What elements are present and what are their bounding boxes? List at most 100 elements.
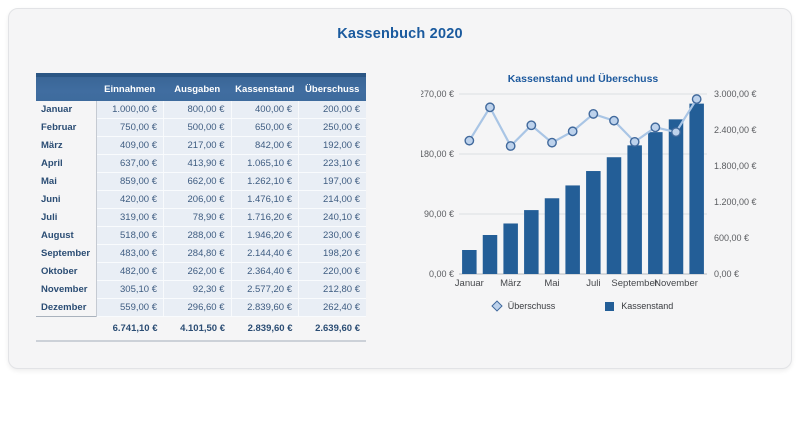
value-cell[interactable]: 500,00 € xyxy=(163,118,231,137)
value-cell[interactable]: 262,00 € xyxy=(163,262,231,281)
total-cell[interactable]: 4.101,50 € xyxy=(163,316,231,342)
value-cell[interactable]: 1.946,20 € xyxy=(230,226,299,245)
x-tick-label: Mai xyxy=(544,278,559,289)
month-cell[interactable]: Juni xyxy=(36,190,97,209)
value-cell[interactable]: 212,80 € xyxy=(298,280,366,299)
value-cell[interactable]: 483,00 € xyxy=(95,244,164,263)
value-cell[interactable]: 296,60 € xyxy=(163,298,231,317)
line-marker xyxy=(671,127,681,138)
month-cell[interactable]: April xyxy=(36,154,97,173)
right-axis-label: 600,00 € xyxy=(714,233,749,243)
total-cell[interactable]: 2.839,60 € xyxy=(231,316,299,342)
value-cell[interactable]: 800,00 € xyxy=(163,101,231,119)
value-cell[interactable]: 223,10 € xyxy=(298,154,366,173)
line-marker xyxy=(547,137,557,148)
month-cell[interactable]: September xyxy=(36,244,97,263)
value-cell[interactable]: 217,00 € xyxy=(163,136,231,155)
square-marker-icon xyxy=(605,301,615,311)
month-cell[interactable]: Februar xyxy=(36,118,97,137)
table-header: Einnahmen Ausgaben Kassenstand Überschuss xyxy=(36,73,366,101)
kassenstand-bar xyxy=(586,171,601,274)
line-marker xyxy=(691,94,702,104)
kassenstand-bar xyxy=(524,210,539,274)
value-cell[interactable]: 2.364,40 € xyxy=(230,262,299,281)
column-header[interactable]: Einnahmen xyxy=(96,73,164,101)
month-cell[interactable]: Mai xyxy=(36,172,97,191)
kassenstand-bar xyxy=(606,157,622,274)
column-header[interactable]: Ausgaben xyxy=(163,73,231,101)
value-cell[interactable]: 1.476,10 € xyxy=(230,190,299,209)
chart-title: Kassenstand und Überschuss xyxy=(508,72,659,85)
value-cell[interactable]: 420,00 € xyxy=(95,190,164,209)
value-cell[interactable]: 1.065,10 € xyxy=(230,154,299,173)
value-cell[interactable]: 206,00 € xyxy=(163,190,231,209)
line-marker xyxy=(567,126,578,137)
value-cell[interactable]: 662,00 € xyxy=(163,172,231,191)
value-cell[interactable]: 198,20 € xyxy=(298,244,366,263)
legend-item-ueberschuss[interactable]: Überschuss xyxy=(491,300,555,312)
combo-chart[interactable]: Kassenstand und Überschuss 0,00 € 90,00 € 1… xyxy=(421,61,791,331)
x-tick-label: September xyxy=(611,278,657,289)
line-marker xyxy=(505,141,516,151)
value-cell[interactable]: 2.577,20 € xyxy=(230,280,299,299)
table-row: Mai 859,00 €662,00 €1.262,10 €197,00 € xyxy=(36,172,366,191)
total-cell[interactable]: 6.741,10 € xyxy=(96,316,164,342)
header-row: Einnahmen Ausgaben Kassenstand Überschuss xyxy=(36,73,366,101)
table-row: Oktober 482,00 €262,00 €2.364,40 €220,00 … xyxy=(36,262,366,281)
legend-item-kassenstand[interactable]: Kassenstand xyxy=(605,301,673,311)
value-cell[interactable]: 400,00 € xyxy=(230,101,299,119)
value-cell[interactable]: 650,00 € xyxy=(230,118,299,137)
month-cell[interactable]: August xyxy=(36,226,97,245)
right-axis-label: 0,00 € xyxy=(714,269,739,279)
value-cell[interactable]: 1.716,20 € xyxy=(230,208,299,227)
value-cell[interactable]: 200,00 € xyxy=(298,101,366,119)
value-cell[interactable]: 288,00 € xyxy=(163,226,231,245)
column-header[interactable]: Überschuss xyxy=(298,73,366,101)
table-row: Januar 1.000,00 €800,00 €400,00 €200,00 € xyxy=(36,101,366,119)
value-cell[interactable]: 409,00 € xyxy=(95,136,164,155)
value-cell[interactable]: 230,00 € xyxy=(298,226,366,245)
value-cell[interactable]: 192,00 € xyxy=(298,136,366,155)
right-axis-label: 3.000,00 € xyxy=(714,89,757,99)
value-cell[interactable]: 842,00 € xyxy=(230,136,299,155)
value-cell[interactable]: 250,00 € xyxy=(298,118,366,137)
kassenstand-bar xyxy=(689,103,704,275)
value-cell[interactable]: 2.839,60 € xyxy=(230,298,299,317)
value-cell[interactable]: 1.000,00 € xyxy=(95,101,164,119)
value-cell[interactable]: 559,00 € xyxy=(95,298,164,317)
value-cell[interactable]: 284,80 € xyxy=(163,244,231,263)
month-cell[interactable]: Oktober xyxy=(36,262,97,281)
month-cell[interactable]: November xyxy=(36,280,97,299)
month-cell[interactable]: Januar xyxy=(36,101,97,119)
page-title: Kassenbuch 2020 xyxy=(337,26,463,42)
month-cell[interactable]: März xyxy=(36,136,97,155)
month-cell[interactable]: Juli xyxy=(36,208,97,227)
column-header[interactable]: Kassenstand xyxy=(231,73,299,101)
value-cell[interactable]: 220,00 € xyxy=(298,262,366,281)
chart-legend: Überschuss Kassenstand xyxy=(421,300,745,312)
value-cell[interactable]: 750,00 € xyxy=(95,118,164,137)
value-cell[interactable]: 240,10 € xyxy=(298,208,366,227)
x-tick-label: Januar xyxy=(455,278,484,289)
value-cell[interactable]: 78,90 € xyxy=(163,208,231,227)
month-cell[interactable]: Dezember xyxy=(36,298,97,317)
value-cell[interactable]: 262,40 € xyxy=(298,298,366,317)
value-cell[interactable]: 482,00 € xyxy=(95,262,164,281)
total-cell[interactable]: 2.639,60 € xyxy=(298,316,366,342)
value-cell[interactable]: 2.144,40 € xyxy=(230,244,299,263)
value-cell[interactable]: 319,00 € xyxy=(95,208,164,227)
value-cell[interactable]: 518,00 € xyxy=(95,226,164,245)
line-marker xyxy=(464,135,475,146)
totals-empty-cell xyxy=(36,316,96,342)
value-cell[interactable]: 305,10 € xyxy=(95,280,164,299)
value-cell[interactable]: 1.262,10 € xyxy=(230,172,299,191)
value-cell[interactable]: 859,00 € xyxy=(95,172,164,191)
line-marker xyxy=(588,109,599,119)
corner-header-cell[interactable] xyxy=(36,73,96,101)
value-cell[interactable]: 92,30 € xyxy=(163,280,231,299)
value-cell[interactable]: 637,00 € xyxy=(95,154,164,173)
value-cell[interactable]: 197,00 € xyxy=(298,172,366,191)
value-cell[interactable]: 413,90 € xyxy=(163,154,231,173)
value-cell[interactable]: 214,00 € xyxy=(298,190,366,209)
left-axis-label: 180,00 € xyxy=(421,149,454,159)
